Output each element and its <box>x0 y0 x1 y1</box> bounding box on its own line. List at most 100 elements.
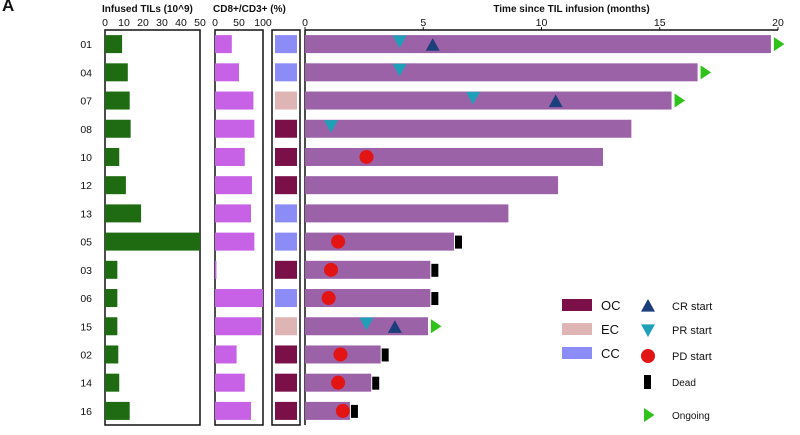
tils-bar <box>105 289 118 308</box>
dead-marker <box>454 235 462 249</box>
cd8-bar <box>215 35 232 54</box>
patient-label: 05 <box>80 237 92 249</box>
pr-start-marker <box>392 35 407 49</box>
pd-start-marker <box>331 375 346 390</box>
cr-start-marker <box>425 38 440 51</box>
pd-legend-label: PD start <box>672 351 712 363</box>
tils-tick-label: 50 <box>194 17 206 29</box>
dead-legend-symbol <box>644 375 651 389</box>
cd8-bar <box>215 345 237 364</box>
pd-start-marker <box>359 149 374 164</box>
cancer-type-tile <box>275 63 297 82</box>
cancer-type-tile <box>275 119 297 138</box>
tils-axis-label: Infused TILs (10^9) <box>102 4 193 15</box>
dead-marker <box>381 348 389 362</box>
patient-label: 14 <box>80 378 92 390</box>
tils-bar <box>105 63 128 82</box>
ongoing-legend-label: Ongoing <box>672 411 710 422</box>
timeline-tick-label: 10 <box>536 17 548 29</box>
cd8-tick-label: 0 <box>212 17 218 29</box>
tils-bar <box>105 204 142 223</box>
timeline-bar <box>305 91 672 110</box>
patient-label: 04 <box>80 67 92 79</box>
cancer-type-tile <box>275 232 297 251</box>
timeline-bar <box>305 119 632 138</box>
cd8-bar <box>215 91 254 110</box>
cancer-type-tile <box>275 260 297 279</box>
pd-start-marker <box>321 291 336 306</box>
pr-legend-label: PR start <box>672 325 712 337</box>
patient-label: 16 <box>80 406 92 418</box>
cd8-axis-label: CD8+/CD3+ (%) <box>213 4 286 15</box>
cd8-bar <box>215 260 217 279</box>
cd8-bar <box>215 119 255 138</box>
timeline-axis-label: Time since TIL infusion (months) <box>493 4 649 15</box>
cancer-type-tile <box>275 289 297 308</box>
cr-legend-label: CR start <box>672 301 712 313</box>
patient-label: 03 <box>80 265 92 277</box>
cr-start-marker <box>548 94 563 108</box>
panel-letter: A <box>2 0 15 15</box>
patient-label: 12 <box>80 180 92 192</box>
tils-bar <box>105 119 131 138</box>
tils-bar <box>105 176 126 195</box>
dead-legend-label: Dead <box>672 378 696 389</box>
tils-bar <box>105 91 130 110</box>
ongoing-marker <box>674 93 686 108</box>
cd8-tick-label: 50 <box>233 17 245 29</box>
patient-label: 08 <box>80 124 92 136</box>
tils-bar <box>105 317 118 336</box>
dead-marker <box>431 292 439 306</box>
cancer-type-tile <box>275 176 297 195</box>
dead-marker <box>431 263 439 277</box>
cancer-type-legend-swatch <box>562 323 592 335</box>
cr-legend-symbol <box>641 299 655 312</box>
cancer-type-tile <box>275 373 297 392</box>
tils-bar <box>105 35 123 54</box>
cd8-bar <box>215 63 239 82</box>
pr-start-marker <box>359 317 374 331</box>
tils-tick-label: 30 <box>156 17 168 29</box>
patient-label: 07 <box>80 96 92 108</box>
pr-start-marker <box>392 63 407 77</box>
cancer-type-tile <box>275 317 297 336</box>
cancer-type-legend-label: EC <box>601 322 619 337</box>
patient-label: 01 <box>80 39 92 51</box>
cd8-bar <box>215 147 245 166</box>
cancer-type-tile <box>275 204 297 223</box>
cr-start-marker <box>387 320 402 333</box>
cancer-type-legend-swatch <box>562 347 592 359</box>
cancer-type-tile <box>275 35 297 54</box>
cd8-bar <box>215 373 245 392</box>
tils-tick-label: 40 <box>175 17 187 29</box>
pd-legend-symbol <box>641 349 655 363</box>
patient-label: 10 <box>80 152 92 164</box>
tils-tick-label: 0 <box>102 17 108 29</box>
pd-start-marker <box>333 347 348 362</box>
ongoing-legend-symbol <box>644 408 655 422</box>
patient-label: 13 <box>80 208 92 220</box>
cd8-bar <box>215 401 251 420</box>
cancer-type-tile <box>275 345 297 364</box>
timeline-bar <box>305 232 454 251</box>
pd-start-marker <box>335 403 350 418</box>
timeline-bar <box>305 63 698 82</box>
timeline-bar <box>305 147 603 166</box>
type-panel-frame <box>271 29 301 426</box>
cd8-bar <box>215 176 252 195</box>
cancer-type-legend-label: CC <box>601 346 620 361</box>
patient-label: 02 <box>80 349 92 361</box>
tils-tick-label: 10 <box>118 17 130 29</box>
cancer-type-legend-label: OC <box>601 298 621 313</box>
patient-label: 15 <box>80 321 92 333</box>
timeline-tick-label: 20 <box>772 17 784 29</box>
cd8-bar <box>215 289 263 308</box>
tils-panel-frame <box>104 29 201 426</box>
tils-bar <box>105 401 130 420</box>
cd8-bar <box>215 204 251 223</box>
pr-start-marker <box>324 120 339 133</box>
timeline-bar <box>305 176 559 195</box>
timeline-tick-label: 5 <box>420 17 426 29</box>
timeline-bar <box>305 260 431 279</box>
